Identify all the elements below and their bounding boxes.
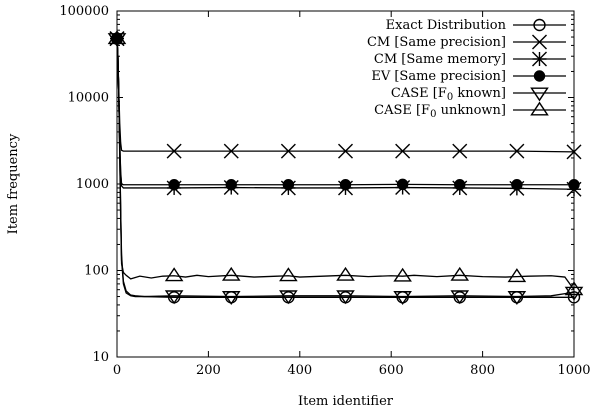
- legend-marker: [530, 101, 549, 116]
- series-3-marker: [225, 179, 237, 191]
- series-0: [110, 32, 581, 304]
- series-1-marker: [338, 143, 353, 159]
- series-1-marker: [509, 143, 525, 159]
- x-tick-label: 200: [196, 363, 221, 378]
- series-4-marker: [279, 290, 298, 305]
- legend-entry-2: CM [Same memory]: [374, 51, 566, 67]
- series-5-marker: [164, 267, 184, 282]
- series-5-marker: [507, 268, 527, 283]
- legend-entry-5: CASE [F0 unknown]: [374, 101, 566, 120]
- axis-ticks: 0 200 400 600 800 1000 10 100 1000 10000 100000: [59, 4, 590, 378]
- legend: Exact Distribution CM [Same precision] CM …: [367, 18, 566, 120]
- series-5: [107, 30, 584, 296]
- series-3-marker: [168, 179, 180, 191]
- legend-label: CASE [F0 known]: [391, 86, 506, 103]
- series-4-marker: [336, 290, 355, 305]
- x-tick-label: 400: [287, 363, 312, 378]
- legend-marker: [532, 51, 547, 67]
- series-5-marker: [279, 267, 298, 282]
- x-tick-label: 1000: [557, 363, 590, 378]
- legend-marker: [533, 70, 546, 82]
- y-tick-label: 1000: [76, 177, 109, 192]
- x-tick-label: 800: [470, 363, 495, 378]
- series-3: [111, 32, 580, 191]
- series-4: [107, 33, 584, 306]
- legend-label: CM [Same precision]: [367, 35, 506, 50]
- series-3-marker: [568, 179, 580, 191]
- x-tick-label: 0: [113, 363, 121, 378]
- series-3-marker: [511, 179, 523, 191]
- y-tick-label: 100000: [59, 4, 109, 19]
- series-3-marker: [454, 179, 466, 191]
- series-2: [109, 31, 582, 197]
- series-4-marker: [564, 286, 584, 301]
- legend-label: CASE [F0 unknown]: [374, 103, 506, 120]
- series-5-marker: [221, 266, 241, 281]
- legend-label: Exact Distribution: [386, 18, 507, 33]
- series-4-marker: [450, 290, 470, 305]
- series-0-marker: [567, 291, 581, 304]
- series-5-line: [116, 38, 575, 291]
- series-layer: [107, 30, 584, 306]
- y-axis-label: Item frequency: [6, 133, 21, 234]
- series-4-marker: [507, 291, 527, 306]
- legend-marker: [530, 87, 549, 102]
- series-5-marker: [564, 281, 584, 296]
- series-4-marker: [221, 291, 241, 306]
- series-5-marker: [393, 267, 412, 282]
- x-axis-label: Item identifier: [298, 394, 394, 409]
- series-4-marker: [393, 291, 412, 306]
- series-3-marker: [339, 179, 352, 191]
- y-tick-label: 10000: [68, 91, 109, 106]
- series-5-marker: [450, 266, 470, 281]
- legend-entry-0: Exact Distribution: [386, 18, 566, 33]
- series-3-marker: [282, 179, 295, 191]
- y-tick-label: 100: [84, 264, 109, 279]
- y-tick-label: 10: [92, 350, 109, 365]
- legend-entry-4: CASE [F0 known]: [391, 86, 566, 103]
- legend-marker: [533, 18, 546, 32]
- legend-entry-3: EV [Same precision]: [371, 69, 566, 84]
- legend-entry-1: CM [Same precision]: [367, 34, 566, 50]
- series-4-marker: [164, 290, 184, 305]
- series-1: [109, 31, 582, 160]
- legend-marker: [532, 34, 547, 50]
- x-tick-label: 600: [379, 363, 404, 378]
- series-1-marker: [223, 143, 239, 159]
- series-5-marker: [336, 266, 355, 281]
- series-1-marker: [452, 143, 468, 159]
- series-4-marker: [107, 33, 127, 48]
- series-1-marker: [566, 144, 582, 160]
- series-1-marker: [166, 143, 182, 159]
- legend-label: EV [Same precision]: [371, 69, 506, 84]
- legend-label: CM [Same memory]: [374, 52, 506, 67]
- series-3-marker: [396, 178, 409, 191]
- series-1-marker: [280, 143, 296, 159]
- series-5-marker: [107, 30, 127, 45]
- series-1-marker: [395, 143, 411, 159]
